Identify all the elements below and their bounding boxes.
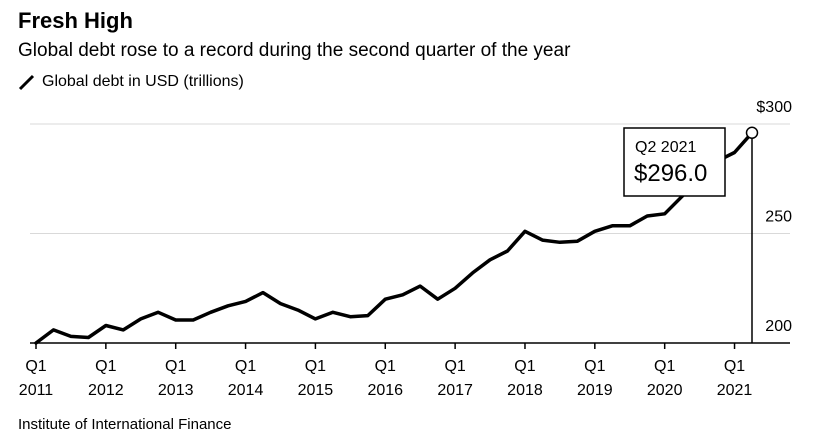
debt-series-line (34, 131, 754, 345)
x-tick-label-year: 2021 (717, 382, 753, 399)
x-tick-label-year: 2020 (647, 382, 683, 399)
x-tick-label-quarter: Q1 (305, 358, 326, 375)
x-tick-label-year: 2012 (88, 382, 124, 399)
chart-title: Fresh High (18, 8, 133, 33)
x-tick-label-quarter: Q1 (375, 358, 396, 375)
chart-subtitle: Global debt rose to a record during the … (18, 40, 571, 61)
annotation-value: $296.0 (634, 160, 707, 187)
x-tick-label-quarter: Q1 (95, 358, 116, 375)
legend: Global debt in USD (trillions) (18, 73, 244, 91)
x-tick-label-year: 2013 (158, 382, 194, 399)
x-tick-label-quarter: Q1 (584, 358, 605, 375)
x-tick-label-year: 2016 (367, 382, 403, 399)
annotation-period: Q2 2021 (635, 139, 696, 156)
x-tick-label-year: 2018 (507, 382, 543, 399)
x-tick-label-quarter: Q1 (235, 358, 256, 375)
x-tick-label-year: 2011 (19, 382, 54, 399)
x-tick-label-quarter: Q1 (165, 358, 186, 375)
annotation-box (623, 127, 726, 197)
x-tick-label-quarter: Q1 (514, 358, 535, 375)
y-tick-label: 250 (765, 209, 792, 226)
latest-point-marker (745, 126, 759, 140)
x-tick-label-quarter: Q1 (654, 358, 675, 375)
y-tick-label: $300 (756, 99, 792, 116)
x-tick-label-quarter: Q1 (444, 358, 465, 375)
x-tick-label-year: 2019 (577, 382, 613, 399)
x-tick-label-quarter: Q1 (25, 358, 46, 375)
line-legend-icon (18, 74, 35, 91)
source-note: Institute of International Finance (18, 416, 232, 433)
legend-label: Global debt in USD (trillions) (42, 73, 244, 90)
x-tick-label-year: 2015 (298, 382, 334, 399)
x-tick-label-year: 2017 (437, 382, 473, 399)
y-tick-label: 200 (765, 318, 792, 335)
x-tick-label-quarter: Q1 (724, 358, 745, 375)
x-tick-label-year: 2014 (228, 382, 264, 399)
